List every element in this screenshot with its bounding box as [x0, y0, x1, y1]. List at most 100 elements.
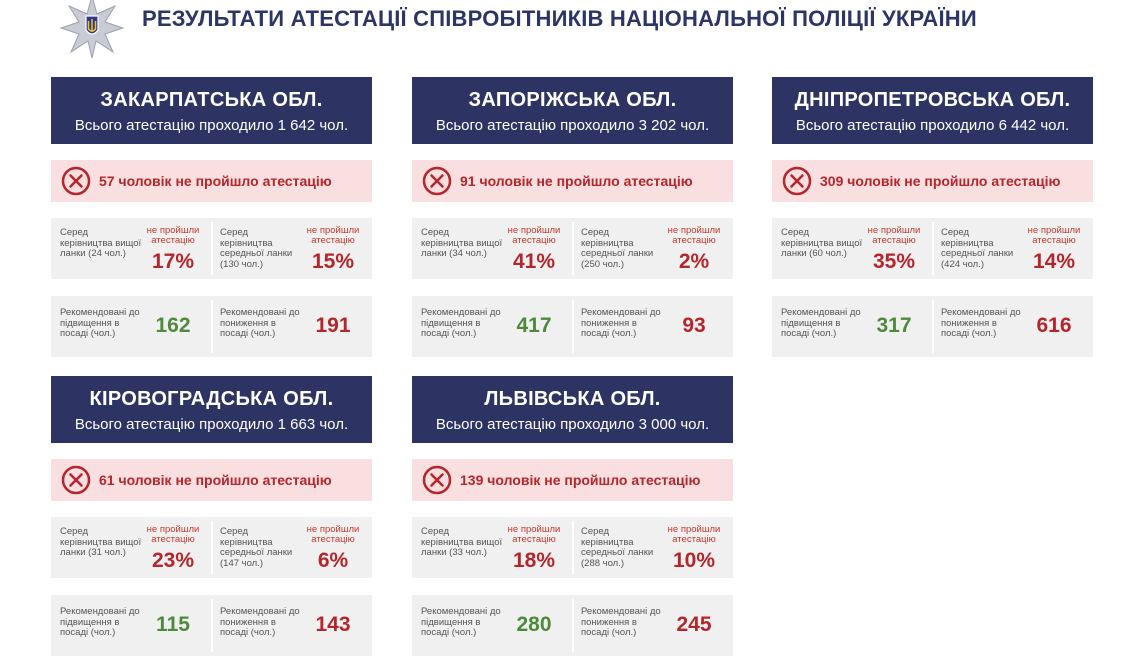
- divider: [572, 222, 574, 275]
- middle-not-passed-percent: 6%: [317, 549, 349, 572]
- not-passed-label: не пройшли атестацію: [667, 225, 721, 246]
- senior-leadership-label: Серед керівництва вищої ланки (31 чол.): [60, 526, 142, 558]
- senior-leadership-label: Серед керівництва вищої ланки (60 чол.): [781, 227, 863, 259]
- demoted-count: 143: [315, 613, 351, 636]
- promoted-count: 317: [876, 314, 912, 337]
- demotion-label: Рекомендовані до пониження в посаді (чол…: [220, 307, 300, 339]
- not-passed-label: не пройшли атестацію: [507, 225, 561, 246]
- divider: [211, 521, 213, 574]
- middle-not-passed-percent: 14%: [1032, 250, 1076, 273]
- region-header: КІРОВОГРАДСЬКА ОБЛ. Всього атестацію про…: [51, 376, 372, 443]
- leadership-stats: Серед керівництва вищої ланки (33 чол.) …: [412, 517, 733, 578]
- region-total: Всього атестацію проходило 6 442 чол.: [795, 117, 1070, 134]
- leadership-stats: Серед керівництва вищої ланки (34 чол.) …: [412, 218, 733, 279]
- recommendations: Рекомендовані до підвищення в посаді (чо…: [412, 595, 733, 656]
- senior-not-passed-percent: 23%: [151, 549, 195, 572]
- leadership-stats: Серед керівництва вищої ланки (31 чол.) …: [51, 517, 372, 578]
- region-name: ДНІПРОПЕТРОВСЬКА ОБЛ.: [794, 89, 1071, 111]
- demoted-count: 616: [1036, 314, 1072, 337]
- divider: [932, 222, 934, 275]
- page-title: РЕЗУЛЬТАТИ АТЕСТАЦІЇ СПІВРОБІТНИКІВ НАЦІ…: [142, 6, 977, 31]
- x-circle-icon: [422, 166, 452, 196]
- demoted-count: 245: [676, 613, 712, 636]
- not-passed-label: не пройшли атестацію: [306, 225, 360, 246]
- senior-not-passed-percent: 18%: [512, 549, 556, 572]
- police-emblem-icon: [59, 0, 125, 58]
- failed-count-text: 139 чоловік не пройшло атестацію: [460, 472, 701, 488]
- divider: [211, 222, 213, 275]
- region-total: Всього атестацію проходило 3 000 чол.: [435, 416, 710, 433]
- not-passed-label: не пройшли атестацію: [146, 225, 200, 246]
- not-passed-label: не пройшли атестацію: [867, 225, 921, 246]
- promotion-label: Рекомендовані до підвищення в посаді (чо…: [60, 307, 140, 339]
- region-name: КІРОВОГРАДСЬКА ОБЛ.: [89, 388, 334, 410]
- promoted-count: 417: [516, 314, 552, 337]
- leadership-stats: Серед керівництва вищої ланки (24 чол.) …: [51, 218, 372, 279]
- demoted-count: 93: [682, 314, 706, 337]
- not-passed-label: не пройшли атестацію: [306, 524, 360, 545]
- region-header: ДНІПРОПЕТРОВСЬКА ОБЛ. Всього атестацію п…: [772, 77, 1093, 144]
- divider: [211, 599, 213, 652]
- demotion-label: Рекомендовані до пониження в посаді (чол…: [581, 606, 661, 638]
- middle-leadership-label: Серед керівництва середньої ланки (250 ч…: [581, 227, 654, 270]
- failed-count-text: 61 чоловік не пройшло атестацію: [99, 472, 332, 488]
- middle-leadership-label: Серед керівництва середньої ланки (424 ч…: [941, 227, 1014, 270]
- middle-not-passed-percent: 10%: [672, 549, 716, 572]
- not-passed-label: не пройшли атестацію: [146, 524, 200, 545]
- not-passed-label: не пройшли атестацію: [1027, 225, 1081, 246]
- promotion-label: Рекомендовані до підвищення в посаді (чо…: [781, 307, 861, 339]
- senior-leadership-label: Серед керівництва вищої ланки (33 чол.): [421, 526, 503, 558]
- leadership-stats: Серед керівництва вищої ланки (60 чол.) …: [772, 218, 1093, 279]
- failed-count-text: 91 чоловік не пройшло атестацію: [460, 173, 693, 189]
- divider: [211, 300, 213, 353]
- failed-banner: 91 чоловік не пройшло атестацію: [412, 160, 733, 202]
- middle-not-passed-percent: 2%: [678, 250, 710, 273]
- divider: [572, 599, 574, 652]
- failed-banner: 139 чоловік не пройшло атестацію: [412, 459, 733, 501]
- senior-not-passed-percent: 35%: [872, 250, 916, 273]
- not-passed-label: не пройшли атестацію: [667, 524, 721, 545]
- region-total: Всього атестацію проходило 3 202 чол.: [435, 117, 710, 134]
- middle-leadership-label: Серед керівництва середньої ланки (130 ч…: [220, 227, 293, 270]
- not-passed-label: не пройшли атестацію: [507, 524, 561, 545]
- x-circle-icon: [782, 166, 812, 196]
- divider: [932, 300, 934, 353]
- x-circle-icon: [61, 166, 91, 196]
- demotion-label: Рекомендовані до пониження в посаді (чол…: [581, 307, 661, 339]
- recommendations: Рекомендовані до підвищення в посаді (чо…: [772, 296, 1093, 357]
- divider: [572, 300, 574, 353]
- promoted-count: 280: [516, 613, 552, 636]
- middle-leadership-label: Серед керівництва середньої ланки (288 ч…: [581, 526, 654, 569]
- region-total: Всього атестацію проходило 1 642 чол.: [74, 117, 349, 134]
- demotion-label: Рекомендовані до пониження в посаді (чол…: [941, 307, 1021, 339]
- x-circle-icon: [61, 465, 91, 495]
- failed-count-text: 57 чоловік не пройшло атестацію: [99, 173, 332, 189]
- region-name: ЗАКАРПАТСЬКА ОБЛ.: [100, 89, 323, 111]
- failed-banner: 57 чоловік не пройшло атестацію: [51, 160, 372, 202]
- promotion-label: Рекомендовані до підвищення в посаді (чо…: [60, 606, 140, 638]
- region-header: ЗАКАРПАТСЬКА ОБЛ. Всього атестацію прохо…: [51, 77, 372, 144]
- divider: [572, 521, 574, 574]
- region-name: ЛЬВІВСЬКА ОБЛ.: [484, 388, 661, 410]
- demoted-count: 191: [315, 314, 351, 337]
- failed-banner: 61 чоловік не пройшло атестацію: [51, 459, 372, 501]
- demotion-label: Рекомендовані до пониження в посаді (чол…: [220, 606, 300, 638]
- promoted-count: 162: [155, 314, 191, 337]
- recommendations: Рекомендовані до підвищення в посаді (чо…: [412, 296, 733, 357]
- senior-leadership-label: Серед керівництва вищої ланки (24 чол.): [60, 227, 142, 259]
- region-name: ЗАПОРІЖСЬКА ОБЛ.: [468, 89, 677, 111]
- promotion-label: Рекомендовані до підвищення в посаді (чо…: [421, 606, 501, 638]
- middle-leadership-label: Серед керівництва середньої ланки (147 ч…: [220, 526, 293, 569]
- recommendations: Рекомендовані до підвищення в посаді (чо…: [51, 296, 372, 357]
- promotion-label: Рекомендовані до підвищення в посаді (чо…: [421, 307, 501, 339]
- page-header: РЕЗУЛЬТАТИ АТЕСТАЦІЇ СПІВРОБІТНИКІВ НАЦІ…: [0, 0, 1131, 58]
- region-header: ЗАПОРІЖСЬКА ОБЛ. Всього атестацію проход…: [412, 77, 733, 144]
- x-circle-icon: [422, 465, 452, 495]
- failed-banner: 309 чоловік не пройшло атестацію: [772, 160, 1093, 202]
- region-header: ЛЬВІВСЬКА ОБЛ. Всього атестацію проходил…: [412, 376, 733, 443]
- senior-leadership-label: Серед керівництва вищої ланки (34 чол.): [421, 227, 503, 259]
- middle-not-passed-percent: 15%: [311, 250, 355, 273]
- region-total: Всього атестацію проходило 1 663 чол.: [74, 416, 349, 433]
- senior-not-passed-percent: 17%: [151, 250, 195, 273]
- recommendations: Рекомендовані до підвищення в посаді (чо…: [51, 595, 372, 656]
